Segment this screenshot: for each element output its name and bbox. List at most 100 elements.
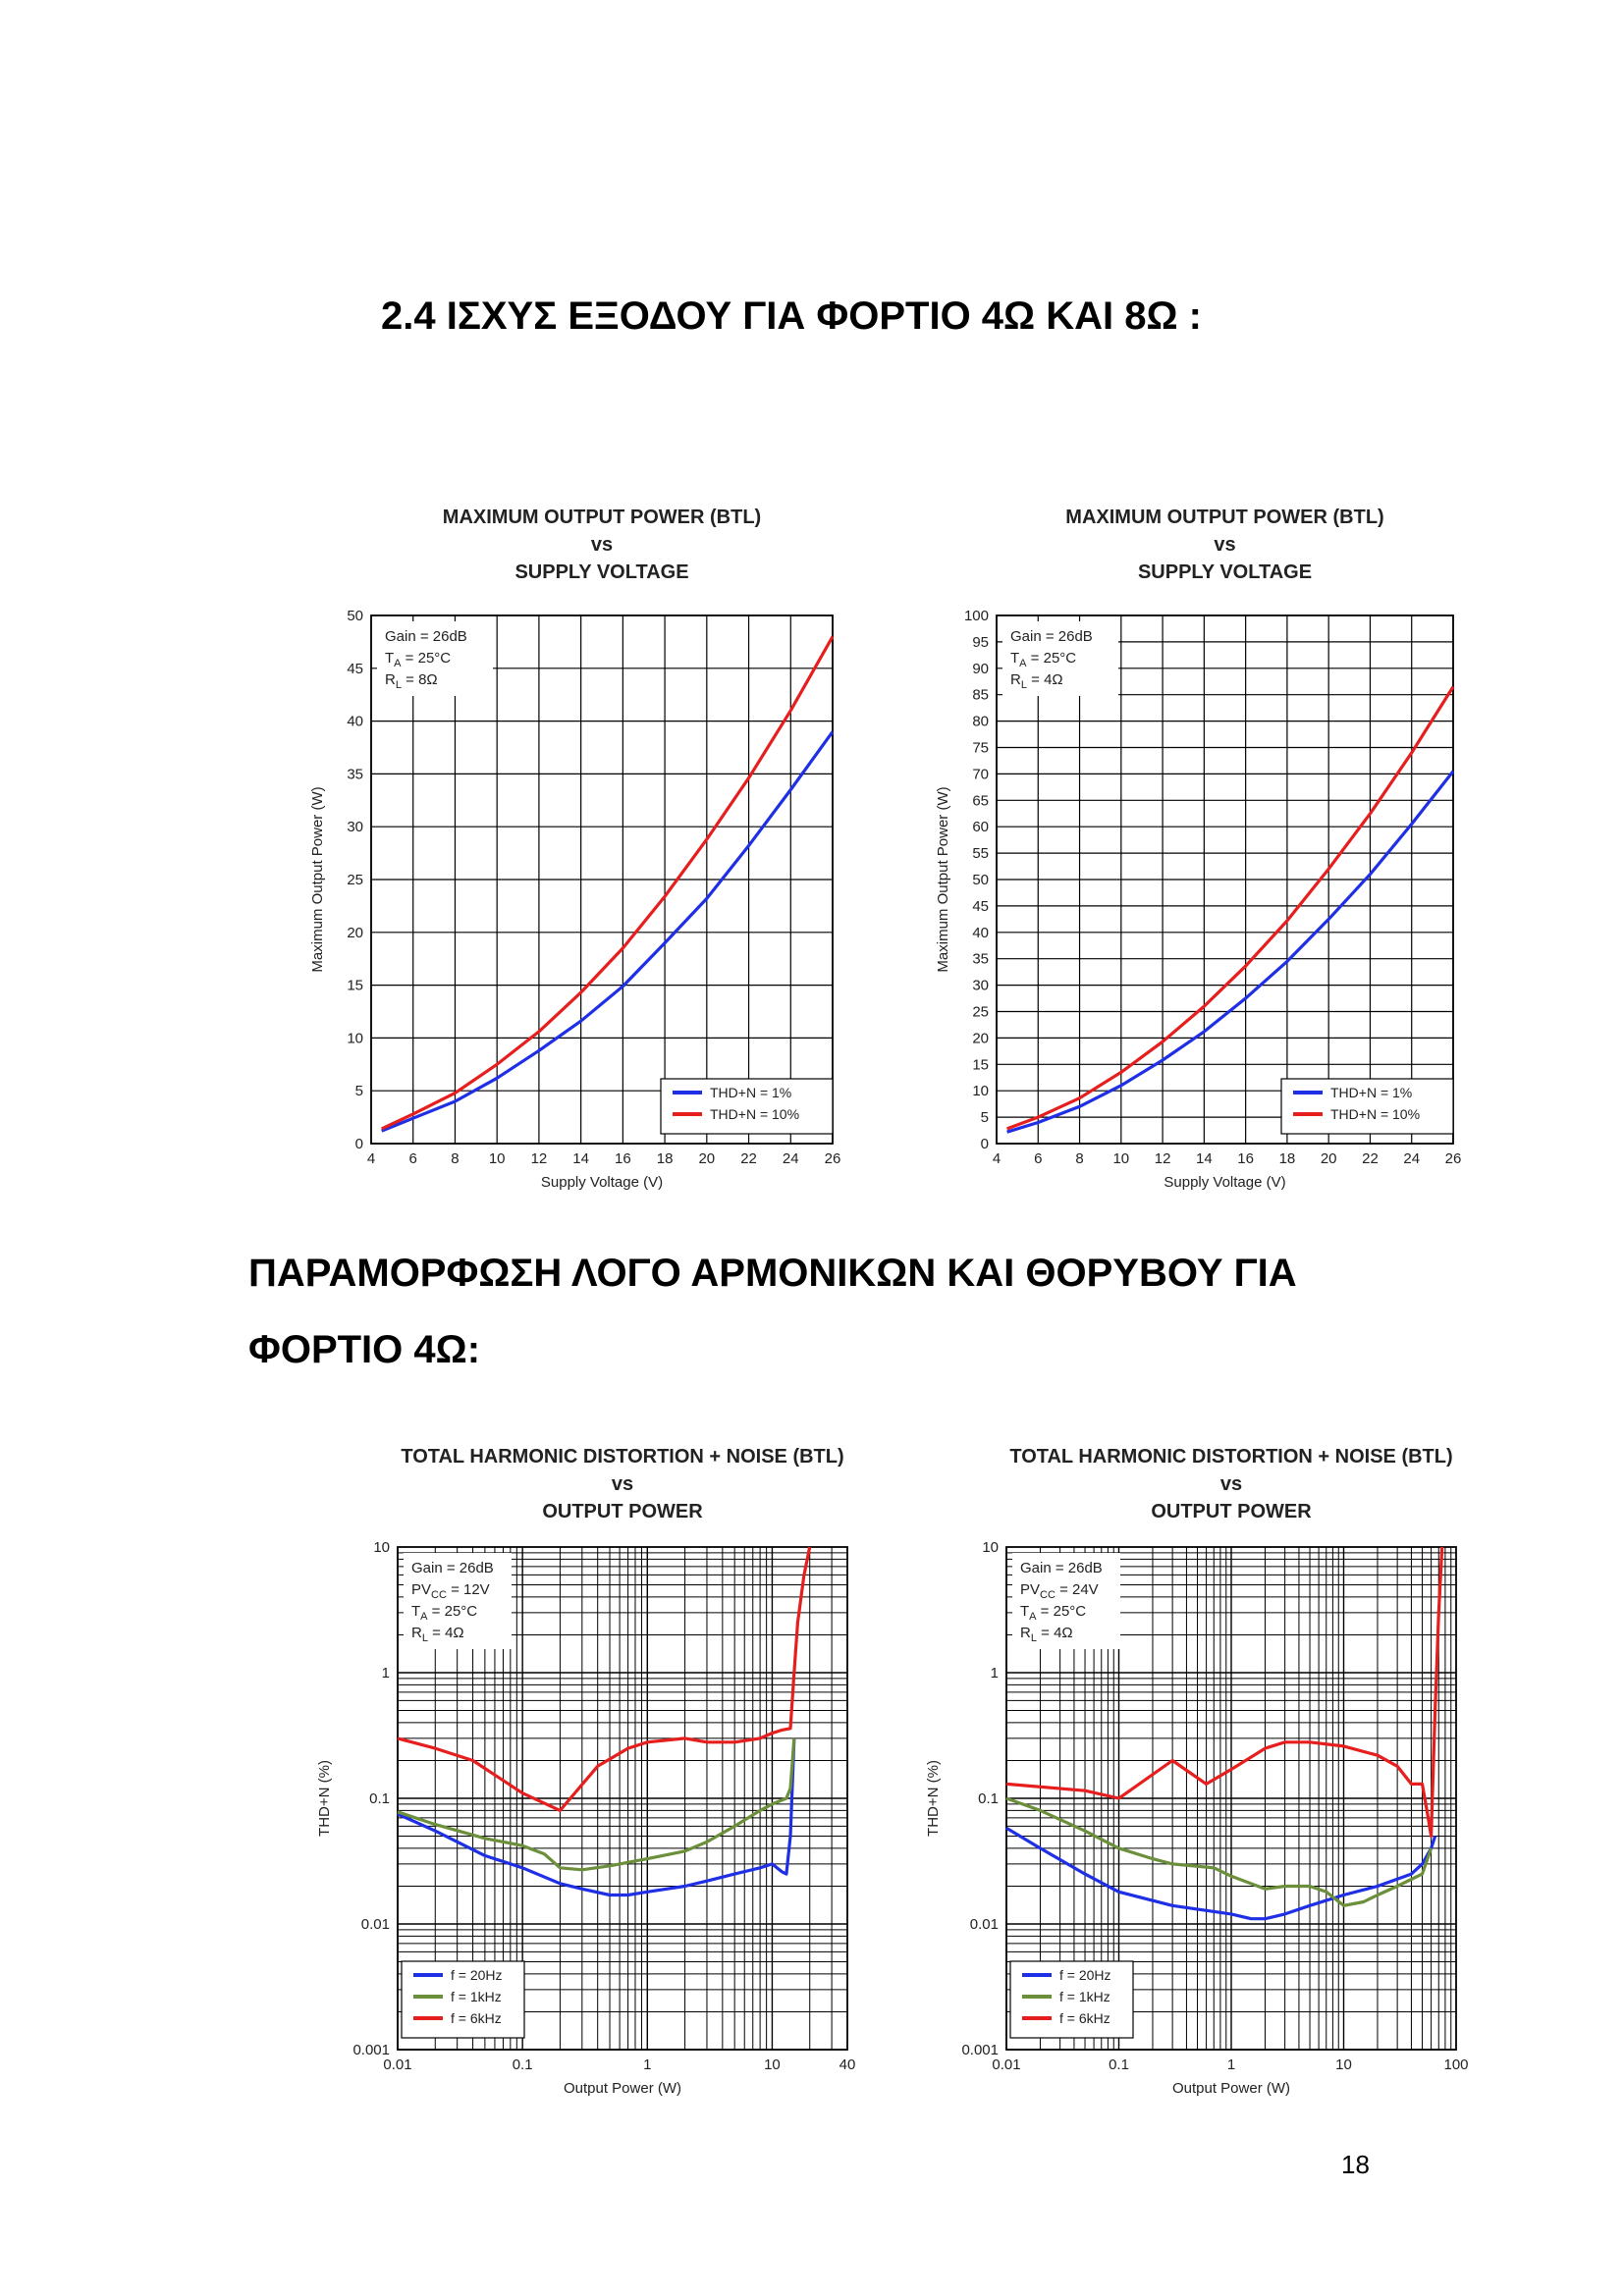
chart-title-line: TOTAL HARMONIC DISTORTION + NOISE (BTL)	[1009, 1446, 1452, 1468]
conditions-line: RL = 8Ω	[385, 671, 438, 691]
y-tick-label: 5	[355, 1083, 363, 1099]
y-tick-label: 25	[347, 872, 363, 888]
x-tick-label: 0.01	[992, 2056, 1020, 2073]
conditions-line: TA = 25°C	[1020, 1603, 1086, 1623]
max-output-power-4ohm-chart: MAXIMUM OUTPUT POWER (BTL) vs SUPPLY VOLTA…	[935, 507, 1461, 1191]
chart-title-line: OUTPUT POWER	[542, 1501, 703, 1522]
y-tick-label: 0.1	[978, 1790, 999, 1807]
y-tick-label: 0	[355, 1136, 363, 1152]
y-tick-label: 15	[972, 1056, 989, 1073]
y-tick-label: 0.1	[369, 1790, 390, 1807]
x-tick-label: 18	[1279, 1150, 1296, 1167]
conditions-line: Gain = 26dB	[385, 628, 467, 645]
y-tick-label: 80	[972, 714, 989, 730]
thd-n-vs-power-24v-chart: TOTAL HARMONIC DISTORTION + NOISE (BTL) v…	[925, 1446, 1469, 2097]
y-axis-label: Maximum Output Power (W)	[309, 786, 326, 972]
section-heading: 2.4 ΙΣΧΥΣ ΕΞΟΔΟΥ ΓΙΑ ΦΟΡΤΙΟ 4Ω ΚΑΙ 8Ω :	[381, 294, 1202, 338]
max-output-power-8ohm-chart: MAXIMUM OUTPUT POWER (BTL) vs SUPPLY VOLTA…	[309, 507, 841, 1191]
series-line	[1005, 1796, 1434, 1907]
chart-title-line: vs	[1220, 1473, 1242, 1495]
x-tick-label: 22	[740, 1150, 757, 1167]
x-tick-label: 24	[783, 1150, 799, 1167]
y-tick-label: 45	[347, 661, 363, 677]
y-tick-label: 1	[382, 1665, 390, 1682]
x-tick-label: 4	[367, 1150, 375, 1167]
page-number: 18	[1341, 2150, 1370, 2179]
series-line	[1005, 1546, 1444, 1839]
chart-title-line: SUPPLY VOLTAGE	[514, 561, 688, 583]
series-line	[1006, 685, 1455, 1131]
conditions-box	[1002, 621, 1118, 696]
legend-box	[1280, 1078, 1454, 1135]
conditions-line: RL = 4Ω	[1010, 671, 1063, 691]
conditions-box	[1012, 1553, 1120, 1649]
y-tick-label: 1	[991, 1665, 999, 1682]
y-tick-label: 5	[981, 1109, 989, 1126]
conditions-line: TA = 25°C	[411, 1603, 477, 1623]
x-tick-label: 10	[764, 2056, 781, 2073]
y-tick-label: 10	[347, 1030, 363, 1046]
series-line	[397, 1546, 812, 1812]
y-tick-label: 35	[972, 951, 989, 968]
chart-title-line: OUTPUT POWER	[1151, 1501, 1312, 1522]
x-tick-label: 26	[825, 1150, 841, 1167]
conditions-line: RL = 4Ω	[1020, 1625, 1073, 1644]
chart-title-line: MAXIMUM OUTPUT POWER (BTL)	[443, 507, 761, 528]
x-tick-label: 100	[1443, 2056, 1468, 2073]
legend-label: f = 1kHz	[1059, 1989, 1110, 2004]
y-tick-label: 55	[972, 845, 989, 862]
chart-title-line: vs	[612, 1473, 633, 1495]
x-tick-label: 16	[615, 1150, 631, 1167]
conditions-line: RL = 4Ω	[411, 1625, 464, 1644]
y-tick-label: 0.001	[961, 2042, 999, 2058]
y-tick-label: 10	[972, 1083, 989, 1099]
y-tick-label: 50	[347, 608, 363, 624]
plot-frame	[370, 614, 834, 1145]
legend-label: THD+N = 10%	[710, 1106, 799, 1122]
x-tick-label: 16	[1237, 1150, 1254, 1167]
series-line	[397, 1737, 796, 1897]
x-tick-label: 20	[1321, 1150, 1337, 1167]
y-tick-label: 90	[972, 661, 989, 677]
y-tick-label: 20	[972, 1030, 989, 1046]
legend-label: f = 1kHz	[451, 1989, 502, 2004]
chart-title-line: vs	[1214, 534, 1235, 556]
y-tick-label: 15	[347, 978, 363, 994]
x-tick-label: 24	[1403, 1150, 1420, 1167]
y-tick-label: 25	[972, 1004, 989, 1021]
x-tick-label: 8	[1075, 1150, 1083, 1167]
legend-label: THD+N = 1%	[710, 1085, 791, 1100]
series-line	[381, 635, 835, 1131]
y-axis-label: THD+N (%)	[925, 1760, 942, 1837]
series-line	[397, 1737, 796, 1872]
legend-label: THD+N = 10%	[1330, 1106, 1420, 1122]
chart-title-line: SUPPLY VOLTAGE	[1138, 561, 1312, 583]
x-axis-label: Output Power (W)	[564, 2080, 681, 2097]
thd-n-vs-power-12v-chart: TOTAL HARMONIC DISTORTION + NOISE (BTL) v…	[316, 1446, 856, 2097]
y-axis-label: THD+N (%)	[316, 1760, 333, 1837]
y-tick-label: 40	[347, 714, 363, 730]
conditions-line: Gain = 26dB	[411, 1560, 494, 1576]
y-tick-label: 0.01	[970, 1916, 999, 1933]
y-tick-label: 65	[972, 792, 989, 809]
x-tick-label: 40	[839, 2056, 856, 2073]
x-tick-label: 6	[409, 1150, 417, 1167]
x-tick-label: 20	[698, 1150, 715, 1167]
y-tick-label: 100	[964, 608, 989, 624]
conditions-line: TA = 25°C	[385, 650, 451, 669]
x-tick-label: 22	[1362, 1150, 1379, 1167]
x-tick-label: 14	[572, 1150, 589, 1167]
y-tick-label: 50	[972, 872, 989, 888]
y-axis-label: Maximum Output Power (W)	[935, 786, 951, 972]
y-tick-label: 10	[373, 1539, 390, 1556]
x-tick-label: 10	[1112, 1150, 1129, 1167]
conditions-line: TA = 25°C	[1010, 650, 1076, 669]
chart-title-line: MAXIMUM OUTPUT POWER (BTL)	[1065, 507, 1383, 528]
conditions-box	[404, 1553, 512, 1649]
y-tick-label: 45	[972, 898, 989, 915]
legend-box	[660, 1078, 834, 1135]
y-tick-label: 0.01	[361, 1916, 390, 1933]
x-tick-label: 12	[531, 1150, 548, 1167]
conditions-box	[377, 621, 493, 696]
y-tick-label: 20	[347, 925, 363, 941]
